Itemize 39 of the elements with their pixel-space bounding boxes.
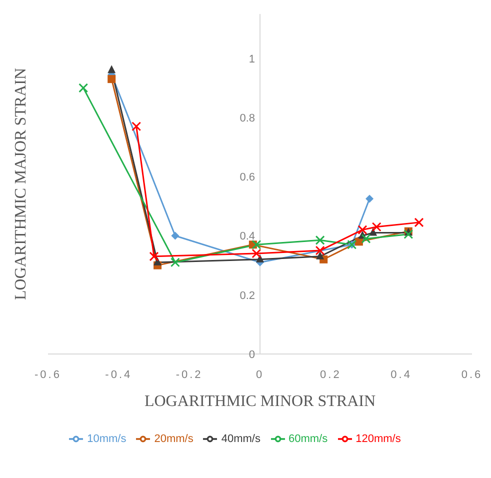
legend-label: 40mm/s [221, 432, 260, 445]
point [154, 257, 162, 266]
x-axis-title: LOGARITHMIC MINOR STRAIN [144, 393, 376, 410]
legend-label: 10mm/s [87, 432, 126, 445]
point [316, 251, 324, 260]
legend-label: 120mm/s [356, 432, 401, 445]
point [358, 225, 368, 235]
point [108, 75, 116, 84]
point [372, 222, 382, 232]
point [170, 258, 180, 268]
y-tick-label: 0.6 [240, 172, 255, 184]
point [78, 83, 88, 93]
legend-label: 60mm/s [288, 432, 328, 445]
point [108, 65, 116, 74]
x-tick-label: -0.4 [105, 368, 132, 381]
point [252, 240, 262, 250]
point [315, 235, 325, 245]
legend-label: 20mm/s [154, 432, 194, 445]
y-tick-label: 0.2 [240, 290, 255, 302]
x-tick-label: 0.6 [461, 368, 483, 381]
point [315, 246, 325, 256]
point [414, 218, 424, 228]
point [404, 230, 414, 240]
point [361, 234, 371, 244]
x-tick-label: -0.2 [176, 368, 203, 381]
point [171, 232, 180, 240]
y-axis-title: LOGARITHMIC MAJOR STRAIN [12, 68, 30, 300]
point [256, 254, 264, 262]
y-tick-label: 0.8 [240, 112, 255, 124]
point [132, 122, 142, 132]
x-tick-label: -0.6 [34, 368, 62, 381]
point [252, 248, 262, 258]
y-tick-label: 0.4 [240, 230, 255, 243]
x-tick-label: 0.2 [320, 368, 342, 381]
x-tick-label: 0.4 [390, 368, 412, 381]
y-tick-label: 1 [248, 53, 255, 66]
point [366, 194, 374, 203]
y-tick-label: 0 [248, 349, 255, 361]
point [149, 252, 159, 262]
